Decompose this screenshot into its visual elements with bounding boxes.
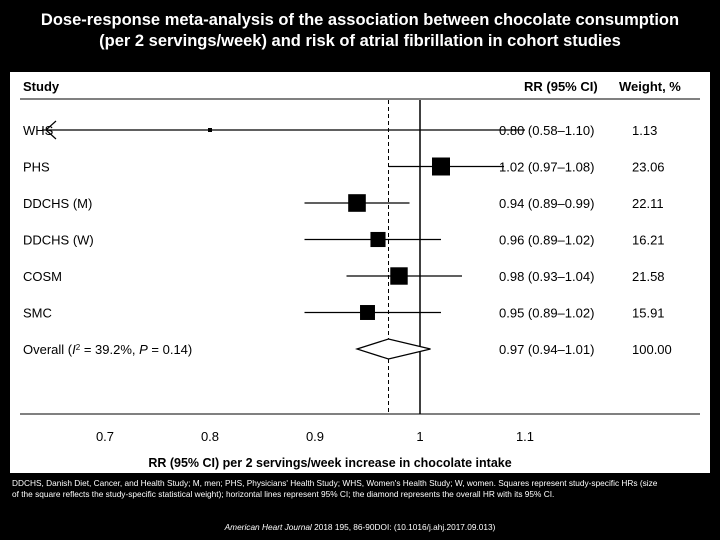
study-label: SMC <box>23 306 52 321</box>
study-label: PHS <box>23 160 50 175</box>
study-label: DDCHS (W) <box>23 233 94 248</box>
study-rr-ci: 0.98 (0.93–1.04) <box>499 269 594 284</box>
citation-details: 2018 195, 86-90DOI: (10.1016/j.ahj.2017.… <box>311 522 496 532</box>
study-label: COSM <box>23 269 62 284</box>
header-rr: RR (95% CI) <box>524 79 598 94</box>
overall-rr-ci: 0.97 (0.94–1.01) <box>499 342 594 357</box>
forest-plot-panel: Study RR (95% CI) Weight, % WHS 0.80 (0.5… <box>10 72 710 473</box>
study-weight: 23.06 <box>632 160 665 175</box>
figure-caption: DDCHS, Danish Diet, Cancer, and Health S… <box>12 478 712 499</box>
slide-title-line-2: (per 2 servings/week) and risk of atrial… <box>99 32 621 50</box>
study-label: DDCHS (M) <box>23 196 92 211</box>
x-tick-label: 1.1 <box>516 429 534 444</box>
study-rr-ci: 0.95 (0.89–1.02) <box>499 306 594 321</box>
forest-plot: Study RR (95% CI) Weight, % WHS 0.80 (0.5… <box>20 79 700 470</box>
ci-truncation-arrow <box>45 120 57 140</box>
point-estimate-square-3 <box>348 194 366 212</box>
point-estimate-square-5 <box>390 267 408 285</box>
overall-label-part: = 0.14) <box>148 342 192 357</box>
study-rr-ci: 0.80 (0.58–1.10) <box>499 123 594 138</box>
study-weight: 21.58 <box>632 269 665 284</box>
point-estimate-square-2 <box>432 157 450 176</box>
caption-line-1: DDCHS, Danish Diet, Cancer, and Health S… <box>12 478 658 488</box>
study-weight: 15.91 <box>632 306 665 321</box>
overall-label: Overall (I2 = 39.2%, P = 0.14) <box>23 342 192 357</box>
study-weight: 22.11 <box>632 196 664 211</box>
study-rr-ci: 0.96 (0.89–1.02) <box>499 233 594 248</box>
x-axis-label: RR (95% CI) per 2 servings/week increase… <box>148 456 511 470</box>
x-tick-label: 0.9 <box>306 429 324 444</box>
x-tick-label: 0.7 <box>96 429 114 444</box>
header-weight: Weight, % <box>619 79 681 94</box>
header-study: Study <box>23 79 60 94</box>
x-tick-label: 0.8 <box>201 429 219 444</box>
x-tick-label: 1 <box>416 429 423 444</box>
overall-weight: 100.00 <box>632 342 672 357</box>
overall-label-part: I <box>72 342 76 357</box>
study-weight: 1.13 <box>632 123 657 138</box>
study-weight: 16.21 <box>632 233 665 248</box>
overall-label-part: Overall ( <box>23 342 73 357</box>
overall-label-part: 2 <box>76 343 81 352</box>
citation: American Heart Journal 2018 195, 86-90DO… <box>0 522 720 532</box>
slide-title-line-1: Dose-response meta-analysis of the assoc… <box>40 11 680 29</box>
caption-line-2: of the square reflects the study-specifi… <box>12 488 555 499</box>
study-rr-ci: 0.94 (0.89–0.99) <box>499 196 594 211</box>
study-rr-ci: 1.02 (0.97–1.08) <box>499 160 594 175</box>
point-estimate-square-1 <box>208 128 212 132</box>
point-estimate-square-4 <box>370 231 386 248</box>
overall-label-part: P <box>139 342 148 357</box>
study-label: WHS <box>23 123 54 138</box>
overall-diamond <box>355 338 431 360</box>
point-estimate-square-6 <box>360 305 375 320</box>
overall-label-part: = 39.2%, <box>80 342 139 357</box>
citation-journal: American Heart Journal <box>224 522 312 532</box>
slide-title: Dose-response meta-analysis of the assoc… <box>0 10 720 52</box>
